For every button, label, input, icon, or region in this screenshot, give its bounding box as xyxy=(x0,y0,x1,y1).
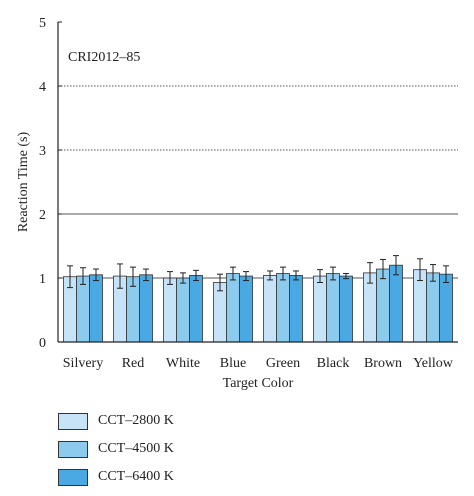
bar xyxy=(89,274,103,343)
bar xyxy=(276,273,290,343)
y-tick-label: 4 xyxy=(39,80,46,95)
bar xyxy=(339,275,353,343)
x-tick-label: Green xyxy=(266,356,300,371)
x-axis-title: Target Color xyxy=(223,376,294,391)
bar xyxy=(163,277,177,343)
y-tick-label: 0 xyxy=(39,336,46,351)
legend-label: CCT–4500 K xyxy=(98,441,174,456)
bar xyxy=(389,264,403,343)
bar xyxy=(139,274,153,343)
bar xyxy=(263,275,277,343)
legend-swatch-4500k xyxy=(58,440,88,458)
gridlines xyxy=(58,85,458,279)
x-tick-labels: Silvery Red White Blue Green Black Brown Yellow xyxy=(63,356,454,371)
y-tick-label: 2 xyxy=(39,208,46,223)
y-tick-label: 5 xyxy=(39,16,46,31)
bar xyxy=(239,275,253,343)
y-tick-labels: 0 1 2 3 4 5 xyxy=(39,16,46,351)
bars xyxy=(63,264,453,343)
legend-label: CCT–2800 K xyxy=(98,413,174,428)
x-tick-label: Yellow xyxy=(413,356,454,371)
legend-label: CCT–6400 K xyxy=(98,469,174,484)
y-axis-title: Reaction Time (s) xyxy=(16,132,31,233)
legend-swatch-2800k xyxy=(58,412,88,430)
cri-annotation: CRI2012–85 xyxy=(68,50,140,65)
x-tick-label: Brown xyxy=(364,356,402,371)
bar xyxy=(189,275,203,343)
x-tick-label: Black xyxy=(317,356,350,371)
x-tick-label: White xyxy=(166,356,200,371)
x-tick-label: Silvery xyxy=(63,356,103,371)
legend-item: CCT–2800 K xyxy=(58,407,174,435)
y-tick-label: 1 xyxy=(39,272,46,287)
bar xyxy=(439,273,453,343)
error-bars xyxy=(67,255,449,292)
bar xyxy=(289,275,303,343)
bar xyxy=(326,273,340,343)
x-tick-label: Red xyxy=(122,356,145,371)
bar xyxy=(176,277,190,343)
legend-swatch-6400k xyxy=(58,468,88,486)
bar xyxy=(76,275,90,343)
legend-item: CCT–6400 K xyxy=(58,463,174,491)
bar xyxy=(213,282,227,343)
legend-item: CCT–4500 K xyxy=(58,435,174,463)
bar xyxy=(376,268,390,343)
bar xyxy=(313,275,327,343)
bar xyxy=(426,272,440,343)
y-tick-label: 3 xyxy=(39,144,46,159)
legend: CCT–2800 K CCT–4500 K CCT–6400 K xyxy=(58,407,174,491)
axes xyxy=(57,21,458,343)
bar-chart: 0 1 2 3 4 5 Silvery Red White Blue Green Black Brow… xyxy=(16,16,458,391)
bar xyxy=(226,273,240,343)
x-tick-label: Blue xyxy=(220,356,246,371)
